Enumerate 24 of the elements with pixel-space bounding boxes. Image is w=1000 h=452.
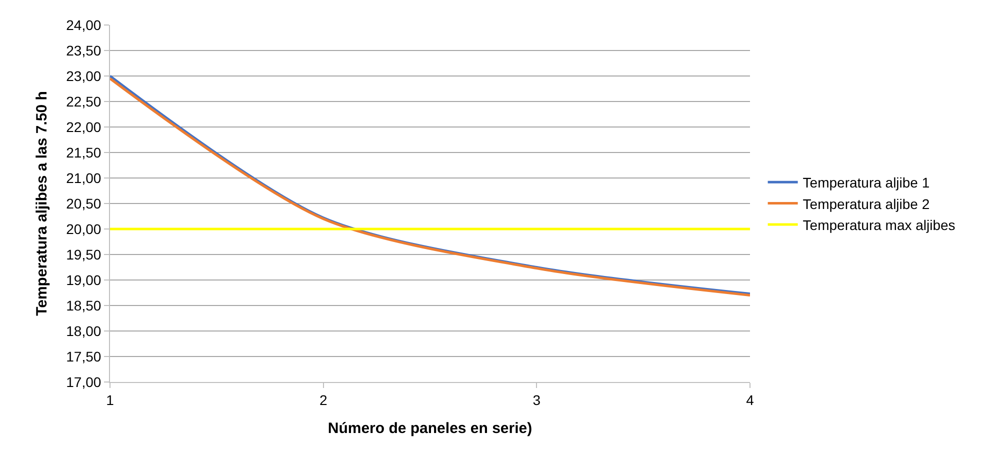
- y-tick-label: 24,00: [66, 16, 102, 33]
- legend-label: Temperatura aljibe 1: [802, 174, 930, 191]
- y-tick-label: 17,50: [66, 348, 102, 364]
- y-tick-label: 20,50: [66, 195, 102, 212]
- x-tick-label: 3: [532, 392, 541, 408]
- x-tick-label: 2: [319, 392, 328, 408]
- y-tick-label: 22,00: [66, 118, 102, 135]
- y-tick-label: 20,00: [66, 220, 102, 237]
- y-axis-title: Temperatura aljibes a las 7.50 h: [33, 91, 50, 316]
- y-tick-label: 23,50: [66, 42, 102, 58]
- y-tick-label: 18,50: [66, 297, 102, 314]
- y-tick-label: 19,50: [66, 246, 102, 262]
- y-tick-label: 19,00: [66, 272, 102, 288]
- y-tick-label: 18,00: [66, 322, 102, 339]
- y-tick-label: 21,00: [66, 170, 102, 186]
- y-tick-label: 17,00: [66, 374, 102, 390]
- legend-label: Temperatura max aljibes: [802, 216, 956, 233]
- x-tick-label: 4: [746, 392, 754, 408]
- y-tick-label: 21,50: [66, 144, 102, 160]
- y-tick-label: 23,00: [66, 68, 102, 84]
- x-tick-label: 1: [106, 392, 114, 408]
- x-axis-title: Número de paneles en serie): [328, 420, 532, 437]
- y-tick-label: 22,50: [66, 93, 102, 110]
- legend-label: Temperatura aljibe 2: [802, 196, 930, 212]
